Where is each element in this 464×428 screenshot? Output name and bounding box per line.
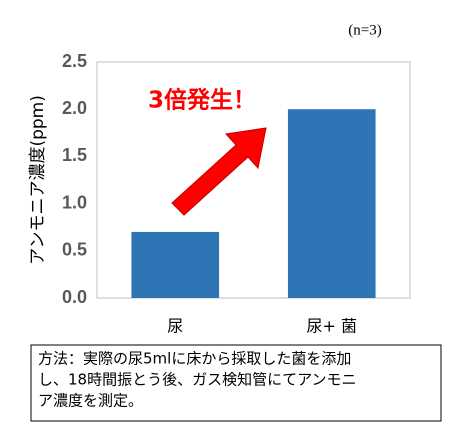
sample-note: (n=3)	[348, 22, 381, 38]
method-line: し、18時間振とう後、ガス検知管にてアンモニ	[38, 371, 357, 389]
method-box	[30, 344, 442, 422]
y-tick-label: 1.5	[62, 145, 87, 165]
bar	[131, 231, 220, 298]
increase-arrow	[171, 127, 267, 216]
annotation: 3倍発生！	[148, 87, 256, 114]
x-tick-label: 尿+ 菌	[307, 317, 358, 336]
y-tick-label: 1.0	[62, 192, 87, 212]
method-text: 方法：実際の尿5mlに床から採取した菌を添加し、18時間振とう後、ガス検知管にて…	[38, 350, 357, 410]
method-line: 方法：実際の尿5mlに床から採取した菌を添加	[38, 350, 351, 368]
y-tick-label: 0.0	[62, 287, 87, 307]
method-line: ア濃度を測定。	[38, 392, 143, 410]
x-tick-label: 尿	[167, 317, 183, 336]
bar	[287, 109, 376, 298]
plot-frame	[96, 61, 411, 299]
y-tick-label: 2.5	[62, 51, 87, 71]
y-tick-label: 0.5	[62, 240, 87, 260]
y-axis-label: アンモニア濃度(ppm)	[28, 95, 48, 265]
y-tick-label: 2.0	[62, 98, 87, 118]
